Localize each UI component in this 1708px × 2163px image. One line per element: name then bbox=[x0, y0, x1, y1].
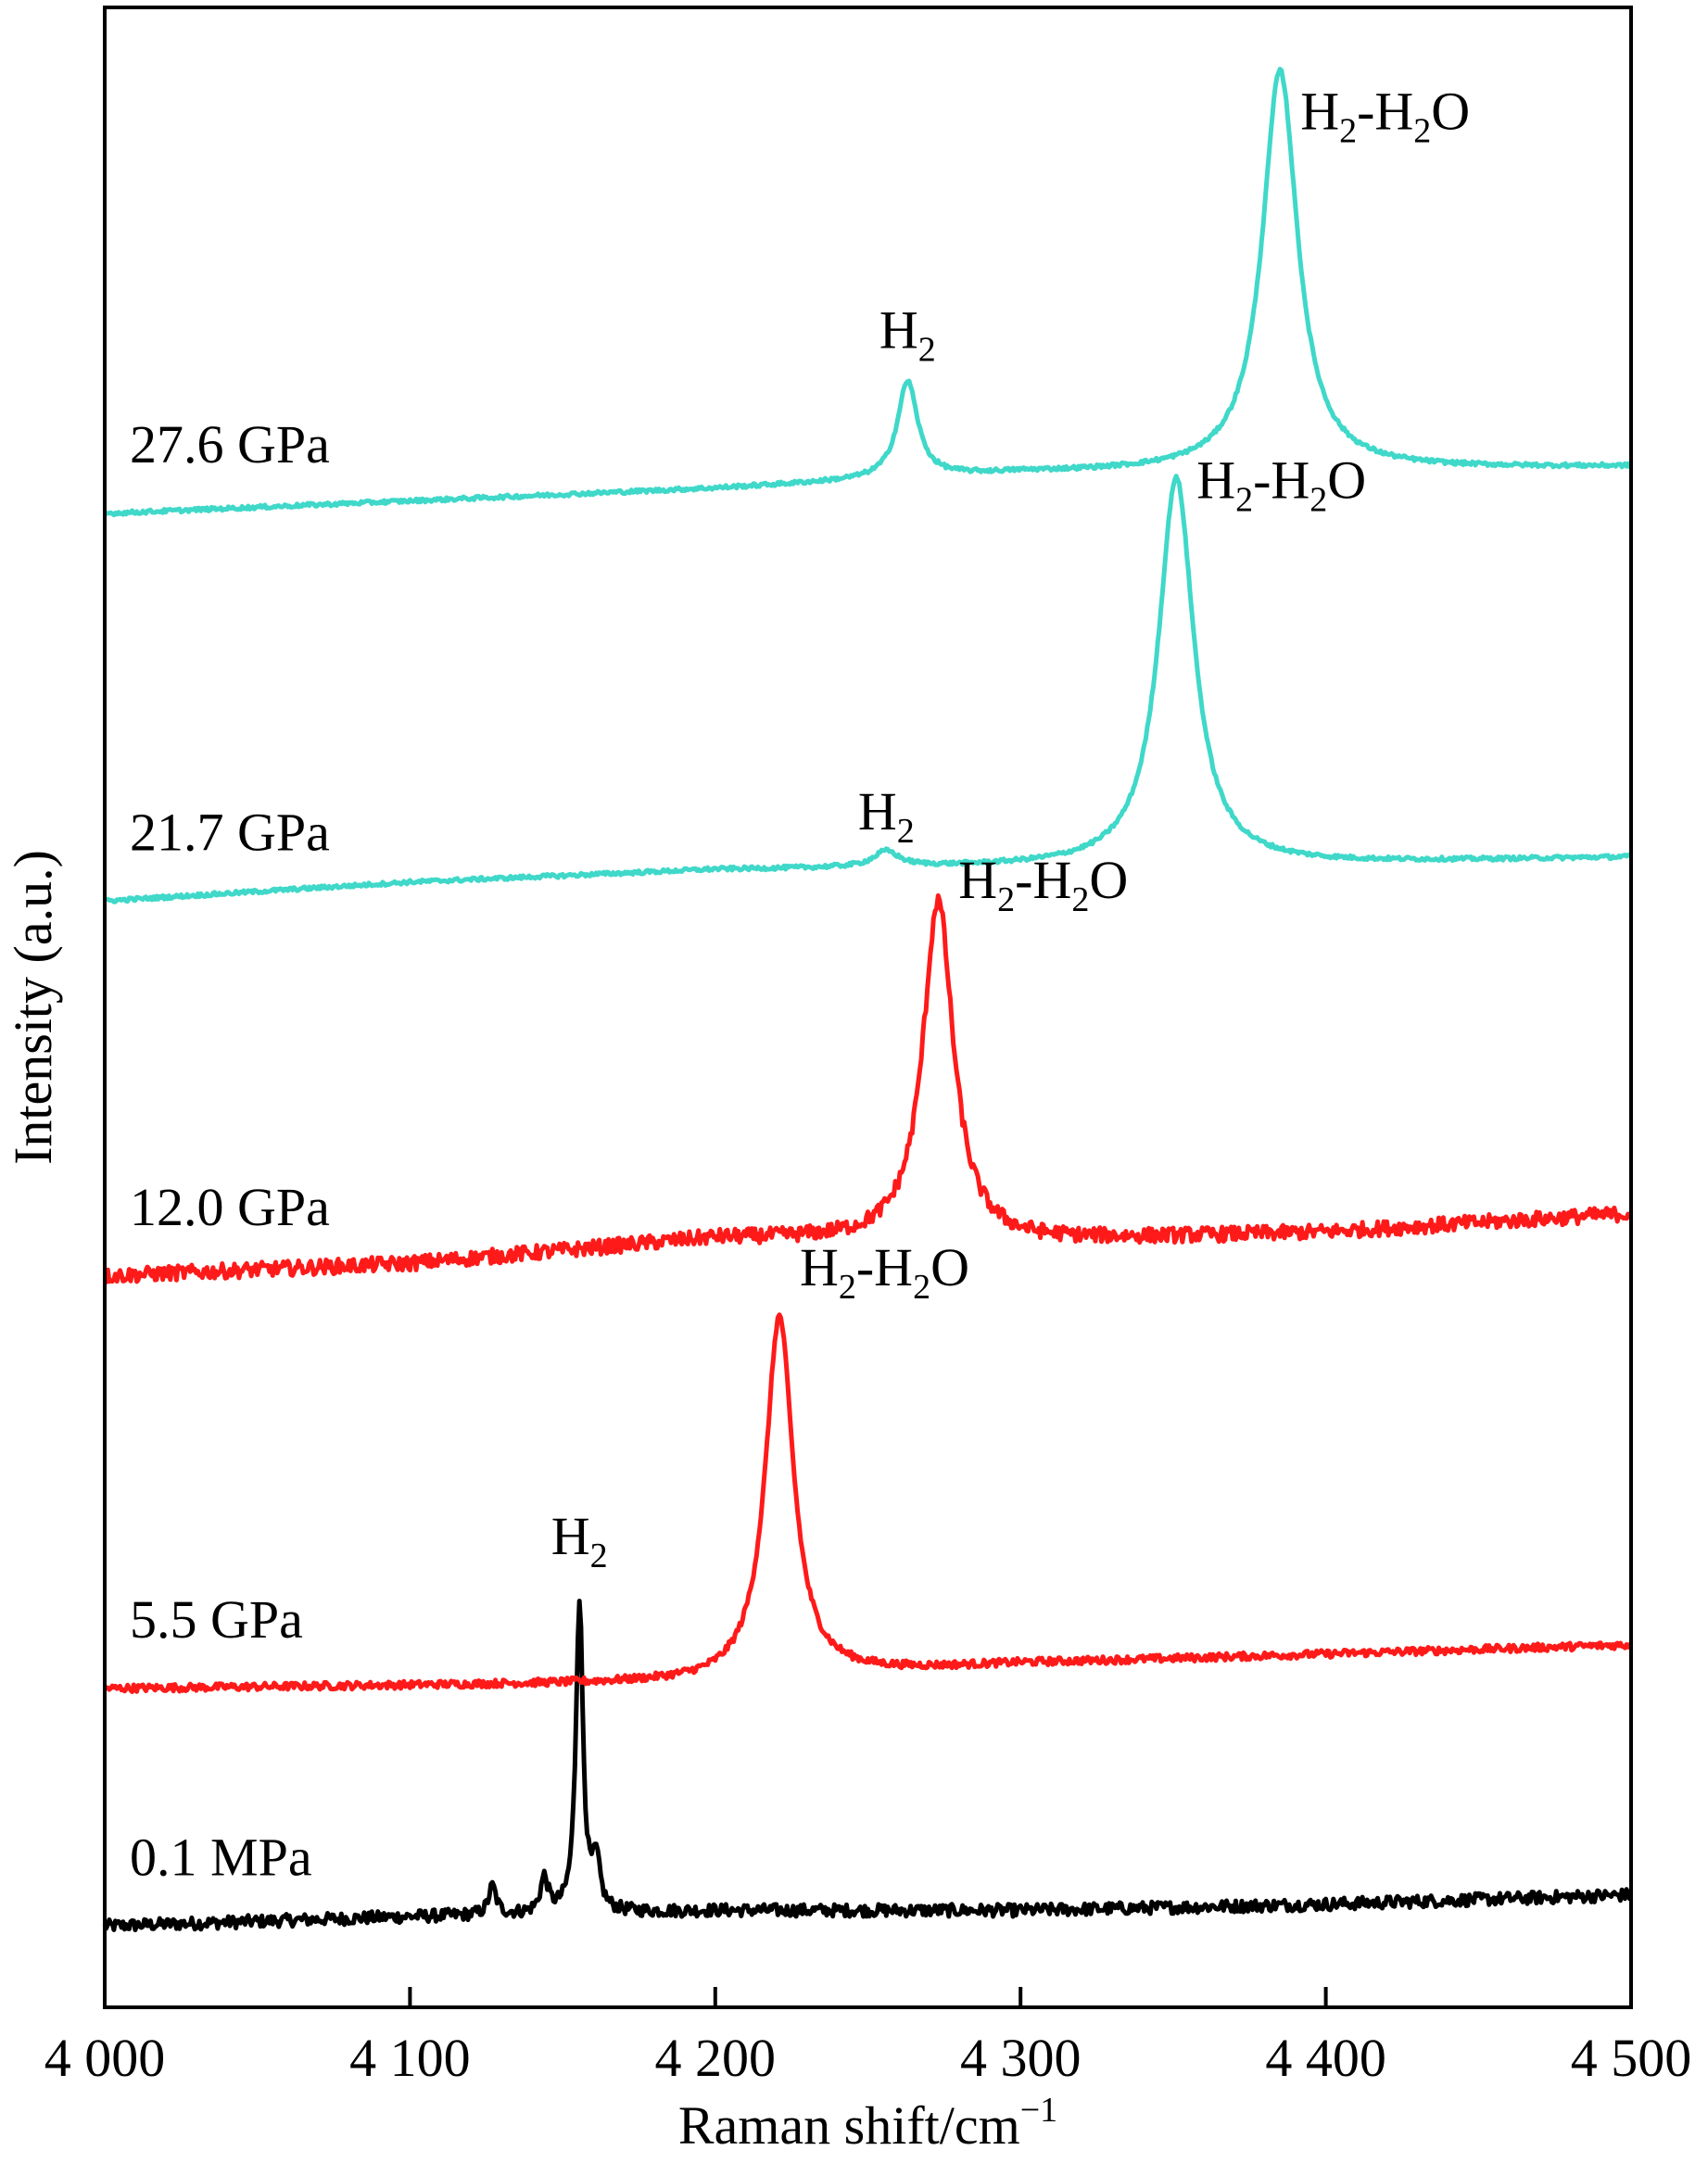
peak-label: H2-H2O bbox=[1300, 82, 1470, 151]
x-tick-label: 4 400 bbox=[1265, 2028, 1386, 2088]
peak-label: H2 bbox=[858, 781, 915, 851]
peak-label-sub: 2 bbox=[913, 1268, 930, 1307]
series-labels: 0.1 MPa 5.5 GPa 12.0 GPa 21.7 GPa 27.6 GPa bbox=[130, 414, 330, 1887]
peak-label-text: H bbox=[1196, 449, 1235, 510]
peak-label-sub: 2 bbox=[918, 331, 936, 370]
x-tick-label: 4 500 bbox=[1571, 2028, 1692, 2088]
peak-label: H2-H2O bbox=[800, 1237, 969, 1307]
x-axis-label: Raman shift/cm−1 bbox=[678, 2091, 1057, 2156]
peak-label-text: O bbox=[1089, 850, 1128, 910]
peak-label-text: H bbox=[551, 1506, 590, 1566]
peak-label-sub: 2 bbox=[1071, 880, 1089, 919]
series-line bbox=[103, 474, 1633, 904]
series-label: 12.0 GPa bbox=[130, 1177, 330, 1237]
peak-label-sub: 2 bbox=[1309, 480, 1327, 519]
peak-label: H2-H2O bbox=[958, 850, 1128, 919]
series-label: 5.5 GPa bbox=[130, 1589, 303, 1650]
x-tick-label: 4 100 bbox=[349, 2028, 471, 2088]
peak-label-sub: 2 bbox=[1235, 480, 1253, 519]
peak-label-sub: 2 bbox=[897, 812, 915, 851]
x-axis-ticks: 4 000 4 100 4 200 4 300 4 400 4 500 bbox=[44, 1987, 1692, 2088]
peak-label-text: O bbox=[1327, 449, 1366, 510]
plot-area bbox=[102, 67, 1634, 1932]
x-tick-label: 4 000 bbox=[44, 2028, 166, 2088]
series-line bbox=[102, 893, 1632, 1284]
peak-label-sub: 2 bbox=[1339, 112, 1357, 151]
peak-label-text: H bbox=[958, 850, 997, 910]
peak-label-text: -H bbox=[1357, 82, 1413, 142]
series-line bbox=[103, 67, 1633, 518]
peak-label-text: H bbox=[800, 1237, 839, 1297]
peak-label: H2 bbox=[879, 300, 936, 370]
peak-label-sub: 2 bbox=[1413, 112, 1431, 151]
series-line bbox=[103, 1312, 1634, 1694]
peak-label: H2-H2O bbox=[1196, 449, 1366, 519]
series-label: 27.6 GPa bbox=[130, 414, 330, 474]
peak-label-sub: 2 bbox=[997, 880, 1015, 919]
series-line bbox=[102, 1599, 1634, 1932]
series-label: 0.1 MPa bbox=[130, 1827, 312, 1887]
peak-label-sub: 2 bbox=[590, 1537, 608, 1575]
x-axis-label-text: Raman shift/cm bbox=[678, 2095, 1020, 2156]
x-axis-label-sup: −1 bbox=[1020, 2091, 1057, 2130]
peak-label-text: H bbox=[1300, 82, 1339, 142]
y-axis-label: Intensity (a.u.) bbox=[3, 850, 63, 1165]
peak-label-text: H bbox=[879, 300, 918, 360]
peak-label-text: -H bbox=[1015, 850, 1071, 910]
x-tick-label: 4 200 bbox=[655, 2028, 777, 2088]
peak-label-text: -H bbox=[856, 1237, 913, 1297]
peak-label-text: H bbox=[858, 781, 897, 841]
peak-label-text: O bbox=[930, 1237, 969, 1297]
peak-label-text: O bbox=[1431, 82, 1470, 142]
plot-frame bbox=[103, 6, 1633, 2009]
series-label: 21.7 GPa bbox=[130, 802, 330, 862]
peak-label-sub: 2 bbox=[839, 1268, 856, 1307]
peak-label: H2 bbox=[551, 1506, 608, 1575]
peak-label-text: -H bbox=[1253, 449, 1309, 510]
x-tick-label: 4 300 bbox=[960, 2028, 1082, 2088]
